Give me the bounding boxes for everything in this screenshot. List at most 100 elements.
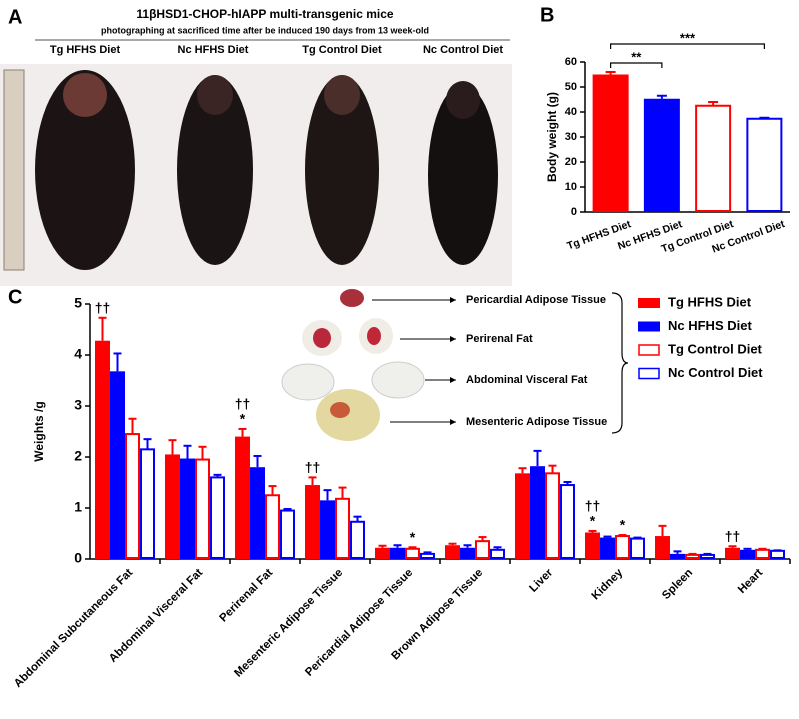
photo-label: Nc Control Diet bbox=[423, 44, 503, 56]
legend-brace bbox=[611, 292, 629, 434]
bar bbox=[643, 98, 680, 212]
bar bbox=[95, 340, 110, 559]
significance-label: ** bbox=[631, 49, 642, 64]
bar bbox=[695, 104, 732, 212]
x-tick-label: Spleen bbox=[660, 567, 695, 602]
mouse bbox=[305, 75, 379, 265]
panel-letter: B bbox=[540, 4, 554, 26]
tissue bbox=[281, 363, 335, 401]
mouse bbox=[35, 70, 135, 270]
significance-label: * bbox=[240, 411, 246, 427]
y-tick-label: 0 bbox=[74, 550, 82, 566]
inset-label: Mesenteric Adipose Tissue bbox=[466, 416, 607, 428]
bar bbox=[615, 535, 630, 559]
bar bbox=[335, 497, 350, 560]
tissue-photo bbox=[281, 289, 425, 441]
y-tick-label: 30 bbox=[565, 131, 577, 143]
tissue bbox=[371, 361, 425, 399]
x-tick-label: Abdominal Subcutaneous Fat bbox=[12, 567, 135, 690]
panel-title: 11βHSD1-CHOP-hIAPP multi-transgenic mice bbox=[136, 7, 393, 21]
bar bbox=[560, 484, 575, 559]
significance-label: †† bbox=[95, 299, 111, 315]
legend-label: Nc Control Diet bbox=[668, 365, 763, 380]
y-tick-label: 0 bbox=[571, 206, 577, 218]
bar bbox=[740, 549, 755, 559]
y-tick-label: 10 bbox=[565, 181, 577, 193]
bar bbox=[320, 500, 335, 559]
mouse-head bbox=[197, 75, 233, 115]
significance-label: †† bbox=[305, 459, 321, 475]
tissue bbox=[367, 327, 381, 345]
tissue bbox=[340, 289, 364, 307]
x-tick-label: Liver bbox=[527, 566, 555, 594]
bar bbox=[390, 547, 405, 559]
photo-labels: Tg HFHS Diet Nc HFHS Diet Tg Control Diet N… bbox=[50, 44, 504, 56]
y-axis-label: Body weight (g) bbox=[545, 92, 559, 182]
photo bbox=[0, 64, 512, 286]
bar bbox=[235, 436, 250, 559]
bar bbox=[746, 117, 783, 212]
panel-letter: C bbox=[8, 286, 22, 308]
bar bbox=[305, 485, 320, 559]
bar bbox=[460, 547, 475, 559]
bar bbox=[405, 547, 420, 559]
legend-swatch bbox=[638, 344, 660, 356]
bar bbox=[280, 509, 295, 559]
bar bbox=[110, 371, 125, 559]
legend-swatch bbox=[638, 321, 660, 332]
y-tick-label: 5 bbox=[74, 295, 82, 311]
bar bbox=[490, 548, 505, 560]
bar bbox=[755, 548, 770, 560]
bar bbox=[585, 532, 600, 559]
mouse-head bbox=[63, 73, 107, 117]
y-tick-label: 40 bbox=[565, 106, 577, 118]
legend-swatch bbox=[638, 298, 660, 308]
inset-arrowhead bbox=[450, 297, 456, 303]
bar bbox=[545, 472, 560, 560]
bar bbox=[445, 545, 460, 559]
bar bbox=[250, 467, 265, 559]
panel-letter: A bbox=[8, 6, 22, 28]
photo-label: Tg HFHS Diet bbox=[50, 44, 121, 56]
bar bbox=[475, 540, 490, 560]
bar bbox=[630, 537, 645, 559]
bar bbox=[125, 433, 140, 559]
x-tick-label: Kidney bbox=[590, 566, 626, 602]
significance-label: * bbox=[590, 513, 596, 529]
bar bbox=[195, 458, 210, 559]
mouse-head bbox=[324, 75, 360, 115]
y-tick-label: 3 bbox=[74, 397, 82, 413]
inset-arrowhead bbox=[450, 336, 456, 342]
significance-label: †† bbox=[585, 498, 601, 514]
mouse-head bbox=[446, 81, 480, 119]
y-axis-label: Weights /g bbox=[32, 401, 46, 461]
significance-bracket bbox=[610, 62, 663, 68]
legend-label: Tg Control Diet bbox=[668, 341, 763, 356]
bar bbox=[180, 458, 195, 559]
bar bbox=[375, 547, 390, 559]
tissue bbox=[316, 389, 380, 441]
significance-label: * bbox=[620, 517, 626, 533]
bar bbox=[655, 536, 670, 559]
bar bbox=[165, 454, 180, 559]
bar bbox=[592, 74, 629, 212]
mouse bbox=[177, 75, 253, 265]
inset-label: Pericardial Adipose Tissue bbox=[466, 294, 606, 306]
significance-label: †† bbox=[725, 528, 741, 544]
ruler bbox=[3, 69, 25, 271]
bar bbox=[725, 547, 740, 559]
legend-label: Nc HFHS Diet bbox=[668, 318, 752, 333]
photo-label: Nc HFHS Diet bbox=[178, 44, 249, 56]
x-tick-label: Heart bbox=[736, 567, 765, 596]
bar bbox=[685, 553, 700, 559]
bar bbox=[700, 553, 715, 559]
y-tick-label: 4 bbox=[74, 346, 82, 362]
mouse bbox=[428, 85, 498, 265]
bar bbox=[265, 494, 280, 559]
panel-subtitle: photographing at sacrificed time after b… bbox=[101, 25, 429, 35]
y-tick-label: 50 bbox=[565, 81, 577, 93]
bar bbox=[140, 448, 155, 560]
bar bbox=[350, 520, 365, 560]
tissue bbox=[330, 402, 350, 418]
